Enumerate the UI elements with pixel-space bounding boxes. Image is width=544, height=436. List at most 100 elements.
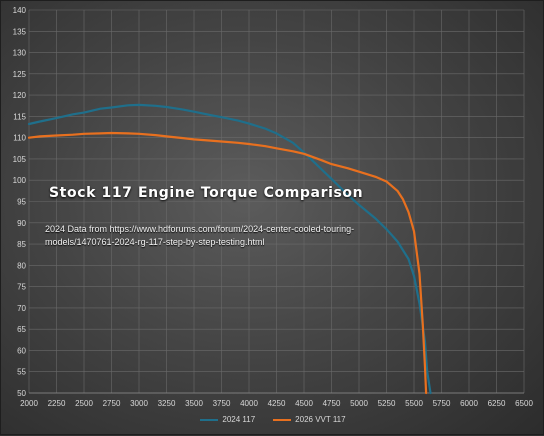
series-1-point [347,167,349,170]
x-tick-label: 4000 [240,399,258,408]
x-tick-label: 3000 [130,399,148,408]
series-0-point [83,111,85,114]
series-1-point [220,140,223,143]
y-tick-label: 55 [17,368,26,377]
series-0-point [127,104,129,107]
series-0-point [99,107,102,110]
series-0-point [413,275,415,277]
series-1-point [292,150,294,153]
series-1-point [425,392,427,394]
series-1-point [248,143,250,145]
series-0-point [358,204,360,206]
x-tick-label: 3750 [213,399,231,408]
series-1-point [237,141,239,144]
series-0-point [330,178,333,180]
legend-swatch-2026-vvt [273,418,292,421]
series-0-point [237,119,239,122]
y-tick-label: 135 [13,27,27,36]
series-1-point [39,135,41,138]
x-tick-label: 4500 [295,399,313,408]
series-0-point [347,194,349,197]
series-1-point [330,163,333,165]
series-0-point [72,113,74,116]
series-1-point [55,134,58,137]
series-1-point [264,145,267,148]
series-1-point [138,132,140,135]
series-1-point [402,198,404,201]
series-1-point [396,189,399,192]
series-1-point [83,132,85,135]
series-0-point [28,123,30,125]
y-tick-label: 80 [17,261,26,270]
legend-label-2024: 2024 117 [222,415,256,424]
series-0-point [220,116,223,119]
x-tick-label: 4250 [268,399,286,408]
series-1-point [72,133,74,136]
x-tick-label: 6250 [488,399,506,408]
series-line-1 [27,131,428,395]
series-1-point [413,230,415,233]
series-1-point [374,175,377,178]
y-tick-label: 100 [13,176,27,185]
series-0-point [154,104,157,107]
series-0-point [429,392,432,394]
series-0-point [264,127,267,130]
y-tick-label: 50 [17,389,26,398]
y-tick-label: 120 [13,91,27,100]
y-tick-label: 65 [17,325,26,334]
series-0-point [248,122,250,125]
series-0-point [182,108,184,111]
chart-title: Stock 117 Engine Torque Comparison [49,185,364,201]
series-1-point [421,324,424,326]
x-tick-label: 5750 [433,399,451,408]
series-1-point [358,170,360,173]
x-tick-label: 2750 [103,399,121,408]
y-tick-label: 90 [17,219,26,228]
series-0-point [138,103,140,106]
series-0-point [396,240,399,243]
series-0-point [55,117,58,119]
x-tick-label: 2500 [75,399,93,408]
legend-label-2026-vvt: 2026 VVT 117 [295,415,346,424]
series-1-point [99,132,102,135]
series-0-point [209,114,212,117]
series-1-point [385,180,388,183]
series-0-point [426,370,429,373]
legend-swatch-2024 [200,418,219,421]
series-1-point [303,152,305,155]
x-tick-label: 3500 [185,399,203,408]
series-0-point [110,106,113,109]
y-tick-label: 130 [13,49,27,58]
series-1-point [110,132,113,134]
series-1-point [424,366,426,369]
series-0-point [319,167,322,170]
x-tick-label: 4750 [323,399,341,408]
series-1-point [127,132,129,135]
x-tick-label: 6500 [515,399,533,408]
x-tick-label: 2000 [20,399,38,408]
legend: 2024 117 2026 VVT 117 [1,415,544,424]
y-tick-label: 110 [13,134,26,143]
series-0-point [275,132,278,135]
y-tick-label: 70 [17,304,26,313]
series-1-point [275,147,278,150]
series-1-point [165,135,168,138]
series-1-point [154,134,157,137]
series-1-point [209,139,212,142]
series-0-point [385,228,388,231]
series-0-point [165,106,168,108]
data-source-note: 2024 Data from https://www.hdforums.com/… [45,224,355,247]
y-tick-label: 140 [13,6,27,15]
x-tick-label: 2250 [48,399,66,408]
series-1-point [407,211,410,214]
series-0-point [39,120,41,123]
y-tick-label: 125 [13,70,27,79]
series-0-point [407,258,410,260]
y-tick-label: 75 [17,283,26,292]
series-1-point [193,138,195,141]
series-1-point [28,136,30,139]
y-tick-label: 105 [13,155,27,164]
legend-item-2024: 2024 117 [200,415,255,424]
